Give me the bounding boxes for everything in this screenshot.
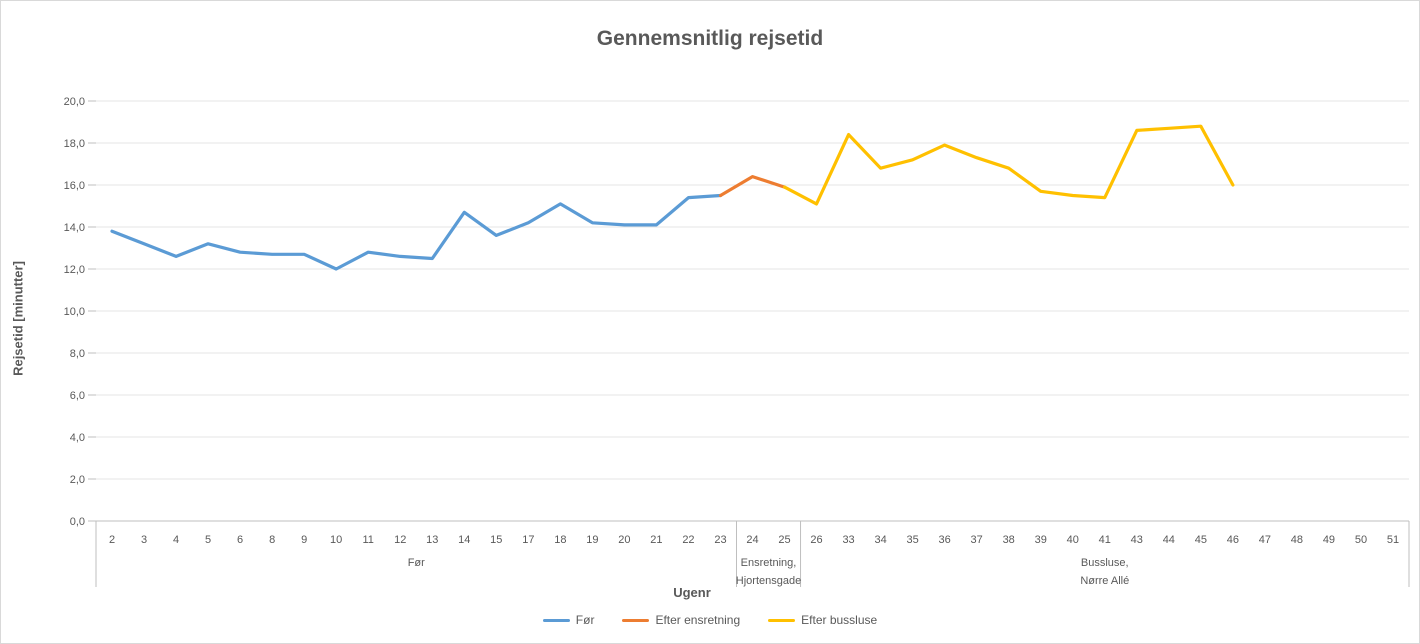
x-tick-label: 35	[906, 534, 918, 546]
x-tick-label: 10	[330, 534, 342, 546]
x-tick-label: 41	[1099, 534, 1111, 546]
group-label: Nørre Allé	[1080, 575, 1129, 587]
x-tick-label: 2	[109, 534, 115, 546]
x-tick-label: 45	[1195, 534, 1207, 546]
x-tick-label: 21	[650, 534, 662, 546]
x-tick-label: 3	[141, 534, 147, 546]
x-tick-label: 14	[458, 534, 470, 546]
legend: Før Efter ensretning Efter bussluse	[1, 613, 1419, 627]
x-tick-label: 26	[810, 534, 822, 546]
x-tick-label: 34	[874, 534, 886, 546]
x-tick-label: 8	[269, 534, 275, 546]
y-tick-label: 14,0	[64, 222, 85, 234]
x-tick-label: 51	[1387, 534, 1399, 546]
x-tick-label: 13	[426, 534, 438, 546]
x-tick-label: 37	[971, 534, 983, 546]
x-tick-label: 38	[1003, 534, 1015, 546]
legend-line-icon	[768, 618, 796, 622]
x-tick-label: 43	[1131, 534, 1143, 546]
x-tick-label: 33	[842, 534, 854, 546]
y-tick-label: 4,0	[70, 432, 85, 444]
legend-item-foer: Før	[542, 613, 595, 627]
x-tick-label: 17	[522, 534, 534, 546]
x-tick-label: 24	[746, 534, 758, 546]
x-tick-label: 25	[778, 534, 790, 546]
group-label: Bussluse,	[1081, 557, 1129, 569]
y-tick-label: 16,0	[64, 180, 85, 192]
x-tick-label: 9	[301, 534, 307, 546]
group-label: Før	[408, 557, 425, 569]
x-tick-label: 40	[1067, 534, 1079, 546]
x-tick-label: 49	[1323, 534, 1335, 546]
x-tick-label: 23	[714, 534, 726, 546]
y-tick-label: 0,0	[70, 516, 85, 528]
x-tick-label: 44	[1163, 534, 1175, 546]
y-tick-label: 20,0	[64, 96, 85, 108]
x-axis-title: Ugenr	[673, 585, 711, 600]
x-tick-label: 12	[394, 534, 406, 546]
group-label: Hjortensgade	[736, 575, 801, 587]
x-tick-label: 36	[939, 534, 951, 546]
x-tick-label: 18	[554, 534, 566, 546]
legend-item-efter-ensretning: Efter ensretning	[622, 613, 740, 627]
x-tick-label: 19	[586, 534, 598, 546]
x-tick-label: 22	[682, 534, 694, 546]
x-tick-label: 46	[1227, 534, 1239, 546]
series-line-0	[110, 193, 723, 271]
y-tick-label: 2,0	[70, 474, 85, 486]
legend-item-efter-bussluse: Efter bussluse	[768, 613, 877, 627]
x-tick-label: 4	[173, 534, 179, 546]
y-tick-label: 12,0	[64, 264, 85, 276]
y-tick-label: 6,0	[70, 390, 85, 402]
x-tick-label: 11	[362, 534, 373, 546]
x-tick-label: 47	[1259, 534, 1271, 546]
y-tick-label: 8,0	[70, 348, 85, 360]
x-tick-label: 5	[205, 534, 211, 546]
legend-label: Før	[575, 613, 595, 627]
legend-line-icon	[622, 618, 650, 622]
y-tick-label: 10,0	[64, 306, 85, 318]
legend-line-icon	[542, 618, 570, 622]
chart-title: Gennemsnitlig rejsetid	[596, 27, 824, 50]
x-tick-label: 50	[1355, 534, 1367, 546]
y-tick-label: 18,0	[64, 138, 85, 150]
series-line-1	[718, 175, 787, 198]
x-tick-label: 15	[490, 534, 502, 546]
group-label: Ensretning,	[741, 557, 797, 569]
x-tick-label: 20	[618, 534, 630, 546]
x-tick-label: 6	[237, 534, 243, 546]
x-tick-label: 39	[1035, 534, 1047, 546]
series-line-2	[782, 124, 1235, 206]
legend-label: Efter ensretning	[655, 613, 741, 627]
legend-label: Efter bussluse	[801, 613, 878, 627]
x-tick-label: 48	[1291, 534, 1303, 546]
